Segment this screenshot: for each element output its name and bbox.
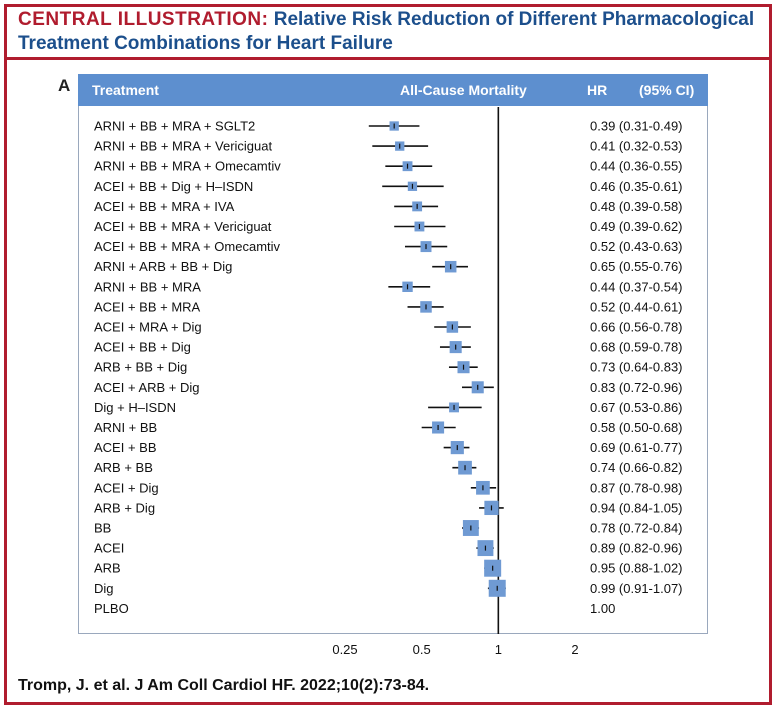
row-label-hr-ci: 0.58 (0.50-0.68) [590, 420, 683, 435]
row-label-treatment: ACEI + BB + MRA + IVA [94, 199, 235, 214]
row-label-hr-ci: 0.49 (0.39-0.62) [590, 219, 683, 234]
row-label-treatment: Dig [94, 581, 114, 596]
row-label-hr-ci: 0.52 (0.44-0.61) [590, 299, 683, 314]
row-label-hr-ci: 0.69 (0.61-0.77) [590, 440, 683, 455]
row-label-treatment: ACEI + Dig [94, 480, 159, 495]
title-divider [4, 57, 772, 60]
row-label-treatment: ACEI + ARB + Dig [94, 380, 200, 395]
row-label-treatment: ARNI + BB [94, 420, 157, 435]
row-label-treatment: ARNI + BB + MRA + Vericiguat [94, 139, 272, 154]
row-label-hr-ci: 0.73 (0.64-0.83) [590, 360, 683, 375]
title-lead: CENTRAL ILLUSTRATION: [18, 9, 269, 30]
column-header-treatment: Treatment [92, 82, 159, 98]
row-label-treatment: ARNI + BB + MRA + Omecamtiv [94, 159, 281, 174]
row-label-treatment: ARB + Dig [94, 500, 155, 515]
x-tick-label: 1 [495, 642, 502, 657]
panel-label: A [58, 76, 71, 95]
row-label-treatment: ARNI + BB + MRA [94, 279, 201, 294]
row-label-treatment: ACEI + BB + MRA + Vericiguat [94, 219, 272, 234]
row-label-hr-ci: 0.39 (0.31-0.49) [590, 119, 683, 134]
row-label-hr-ci: 0.68 (0.59-0.78) [590, 340, 683, 355]
row-label-treatment: ARB [94, 561, 121, 576]
row-label-treatment: ARB + BB [94, 460, 153, 475]
row-label-treatment: ACEI + BB + MRA [94, 299, 201, 314]
row-label-treatment: ACEI + MRA + Dig [94, 320, 202, 335]
row-label-hr-ci: 0.46 (0.35-0.61) [590, 179, 683, 194]
table-header-bar: Treatment All-Cause Mortality HR (95% CI… [78, 74, 708, 106]
x-tick-label: 0.25 [332, 642, 357, 657]
row-label-treatment: PLBO [94, 601, 129, 616]
row-label-treatment: ACEI + BB + Dig + H–ISDN [94, 179, 253, 194]
row-label-treatment: ARB + BB + Dig [94, 360, 187, 375]
row-label-hr-ci: 0.44 (0.37-0.54) [590, 279, 683, 294]
figure-title: CENTRAL ILLUSTRATION: Relative Risk Redu… [18, 8, 758, 56]
row-label-hr-ci: 0.48 (0.39-0.58) [590, 199, 683, 214]
row-label-hr-ci: 0.66 (0.56-0.78) [590, 320, 683, 335]
row-label-treatment: Dig + H–ISDN [94, 400, 176, 415]
title-text: Relative Risk Reduction of Different Pha… [18, 9, 755, 54]
row-label-hr-ci: 0.94 (0.84-1.05) [590, 500, 683, 515]
row-label-treatment: ACEI + BB [94, 440, 157, 455]
row-label-hr-ci: 0.52 (0.43-0.63) [590, 239, 683, 254]
row-label-hr-ci: 0.89 (0.82-0.96) [590, 541, 683, 556]
column-header-hr: HR [587, 82, 608, 98]
row-label-hr-ci: 0.65 (0.55-0.76) [590, 259, 683, 274]
row-label-hr-ci: 0.74 (0.66-0.82) [590, 460, 683, 475]
column-header-outcome: All-Cause Mortality [400, 82, 527, 98]
row-label-treatment: ARNI + BB + MRA + SGLT2 [94, 119, 255, 134]
row-label-treatment: BB [94, 521, 111, 536]
x-tick-label: 0.5 [413, 642, 431, 657]
row-label-treatment: ACEI + BB + Dig [94, 340, 191, 355]
row-label-hr-ci: 0.41 (0.32-0.53) [590, 139, 683, 154]
row-label-hr-ci: 0.95 (0.88-1.02) [590, 561, 683, 576]
x-tick-label: 2 [571, 642, 578, 657]
row-label-treatment: ACEI + BB + MRA + Omecamtiv [94, 239, 281, 254]
row-label-hr-ci: 0.99 (0.91-1.07) [590, 581, 683, 596]
citation: Tromp, J. et al. J Am Coll Cardiol HF. 2… [18, 677, 430, 694]
row-label-hr-ci: 0.87 (0.78-0.98) [590, 480, 683, 495]
row-label-treatment: ARNI + ARB + BB + Dig [94, 259, 232, 274]
plot-area-border [78, 106, 708, 634]
row-label-hr-ci: 0.83 (0.72-0.96) [590, 380, 683, 395]
row-label-hr-ci: 0.44 (0.36-0.55) [590, 159, 683, 174]
column-header-ci: (95% CI) [639, 82, 695, 98]
row-label-treatment: ACEI [94, 541, 124, 556]
row-label-hr-ci: 0.67 (0.53-0.86) [590, 400, 683, 415]
row-label-hr-ci: 1.00 [590, 601, 615, 616]
figure-frame [4, 4, 772, 705]
row-label-hr-ci: 0.78 (0.72-0.84) [590, 521, 683, 536]
